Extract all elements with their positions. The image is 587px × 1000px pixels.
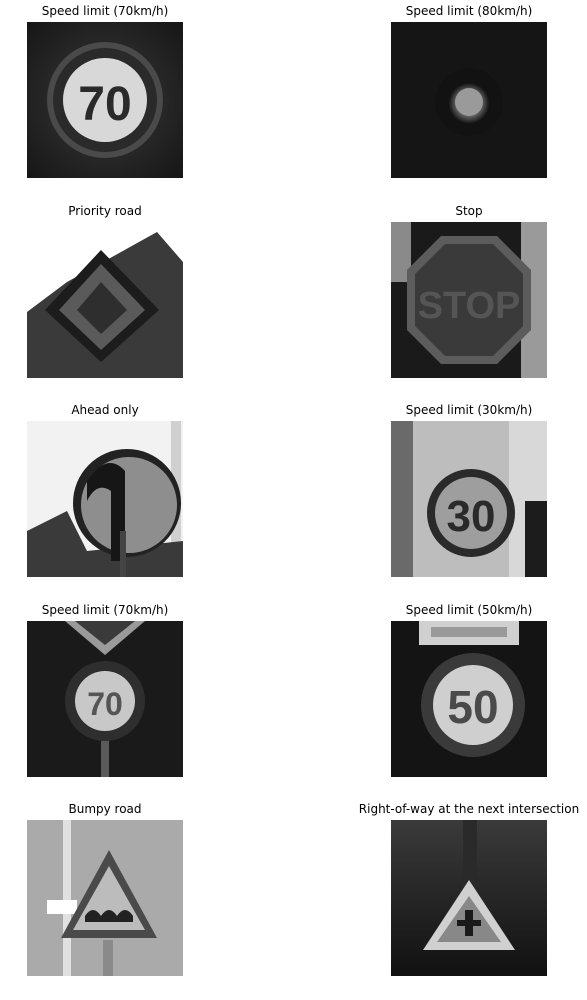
panel-title: Speed limit (80km/h) [405,4,533,18]
panel-title: Speed limit (70km/h) [41,4,169,18]
sign-number: 50 [447,681,498,733]
panel-title: Ahead only [71,403,139,417]
sign-number: 30 [447,492,496,541]
panel-title: Stop [455,204,483,218]
panel-title: Speed limit (50km/h) [405,603,533,617]
sign-image-speed-limit-70: 70 [27,22,183,178]
sign-image-bumpy-road [27,820,183,976]
sign-image-priority-road [27,222,183,378]
sign-image-ahead-only [27,421,183,577]
sign-number: 70 [87,686,123,722]
sign-image-speed-limit-70: 70 [27,621,183,777]
panel-title: Speed limit (70km/h) [41,603,169,617]
sign-image-speed-limit-50: 50 [391,621,547,777]
sign-image-speed-limit-80 [391,22,547,178]
sign-text: STOP [418,285,521,327]
panel-title: Priority road [68,204,142,218]
sign-image-right-of-way [391,820,547,976]
panel-title: Speed limit (30km/h) [405,403,533,417]
panel-title: Right-of-way at the next intersection [358,802,580,816]
sign-image-stop: STOP [391,222,547,378]
sign-image-speed-limit-30: 30 [391,421,547,577]
sign-number: 70 [78,78,131,131]
panel-title: Bumpy road [68,802,142,816]
